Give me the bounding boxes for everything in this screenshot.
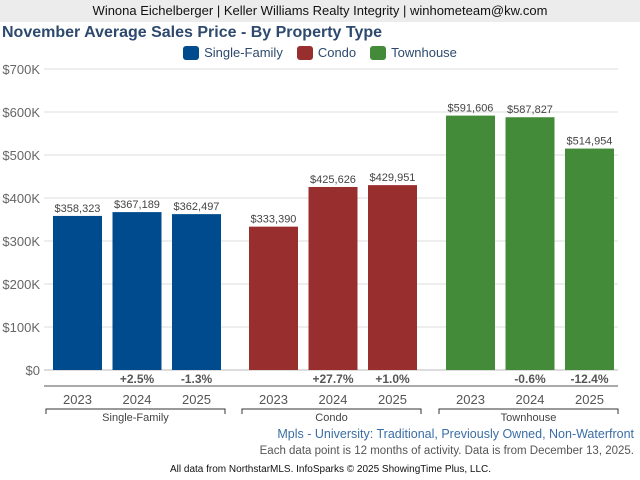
x-tick-label: 2024 xyxy=(123,392,152,407)
data-label: $514,954 xyxy=(567,136,613,148)
bar-townhouse-2025 xyxy=(565,148,614,370)
group-bracket xyxy=(438,408,619,414)
x-tick-label: 2024 xyxy=(319,392,348,407)
data-label: $362,497 xyxy=(174,201,220,213)
x-tick-label: 2023 xyxy=(63,392,92,407)
pct-change-label: +27.7% xyxy=(312,372,353,386)
group-label: Townhouse xyxy=(501,412,557,424)
legend-swatch-townhouse xyxy=(370,45,387,60)
legend-item-single-family[interactable]: Single-Family xyxy=(183,45,283,60)
x-tick-label: 2023 xyxy=(259,392,288,407)
y-tick-label: $200K xyxy=(2,277,40,292)
x-tick-label: 2024 xyxy=(516,392,545,407)
data-label: $367,189 xyxy=(114,199,160,211)
legend-label: Single-Family xyxy=(204,45,283,60)
y-tick-label: $300K xyxy=(2,234,40,249)
y-tick-label: $0 xyxy=(26,363,40,378)
pct-change-label: -1.3% xyxy=(181,372,213,386)
x-tick-label: 2025 xyxy=(182,392,211,407)
group-bracket xyxy=(45,408,226,414)
bar-condo-2023 xyxy=(249,226,298,370)
chart-legend: Single-Family Condo Townhouse xyxy=(0,45,640,60)
legend-item-townhouse[interactable]: Townhouse xyxy=(370,45,457,60)
legend-item-condo[interactable]: Condo xyxy=(296,45,357,60)
x-tick-label: 2025 xyxy=(575,392,604,407)
pct-change-label: -12.4% xyxy=(570,372,608,386)
bar-single-family-2024 xyxy=(112,212,162,370)
area-filter-line: Mpls - University: Traditional, Previous… xyxy=(277,427,634,441)
data-label: $333,390 xyxy=(251,214,297,226)
pct-change-label: +2.5% xyxy=(120,372,155,386)
bar-townhouse-2023 xyxy=(446,115,495,370)
agent-banner: Winona Eichelberger | Keller Williams Re… xyxy=(0,0,640,22)
data-note-line: Each data point is 12 months of activity… xyxy=(259,445,634,457)
legend-swatch-condo xyxy=(296,45,313,60)
pct-change-label: -0.6% xyxy=(514,372,546,386)
chart-title: November Average Sales Price - By Proper… xyxy=(2,24,383,41)
y-tick-label: $400K xyxy=(2,191,40,206)
bar-condo-2024 xyxy=(308,186,358,370)
y-tick-label: $700K xyxy=(2,62,40,77)
bar-townhouse-2024 xyxy=(505,117,555,370)
y-tick-label: $100K xyxy=(2,320,40,335)
data-label: $358,323 xyxy=(55,203,101,215)
pct-change-label: +1.0% xyxy=(375,372,410,386)
data-label: $591,606 xyxy=(448,103,494,115)
x-tick-label: 2025 xyxy=(378,392,407,407)
group-bracket xyxy=(241,408,422,414)
legend-label: Townhouse xyxy=(391,45,457,60)
group-label: Condo xyxy=(315,412,347,424)
source-line: All data from NorthstarMLS. InfoSparks ©… xyxy=(170,464,492,475)
y-tick-label: $500K xyxy=(2,148,40,163)
data-label: $587,827 xyxy=(507,104,553,116)
bar-single-family-2025 xyxy=(172,214,221,370)
y-tick-label: $600K xyxy=(2,105,40,120)
legend-label: Condo xyxy=(317,45,357,60)
group-label: Single-Family xyxy=(102,412,169,424)
bar-single-family-2023 xyxy=(53,215,102,370)
bar-condo-2025 xyxy=(368,185,417,370)
data-label: $425,626 xyxy=(310,174,356,186)
legend-swatch-single-family xyxy=(183,45,200,60)
x-tick-label: 2023 xyxy=(456,392,485,407)
data-label: $429,951 xyxy=(370,172,416,184)
